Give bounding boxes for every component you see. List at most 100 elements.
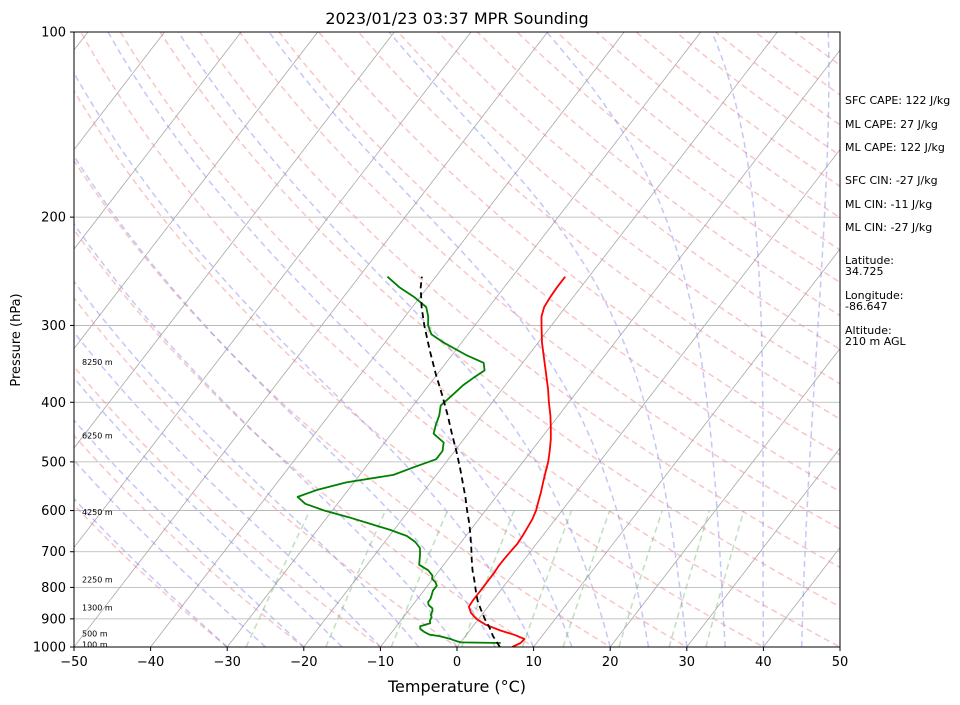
x-axis: −50 −40 −30 −20 −10 0 10 20 30 40 50	[60, 647, 848, 670]
isotherm-line	[74, 32, 319, 350]
moist-adiabat	[74, 459, 266, 647]
x-tick-label: 20	[602, 655, 619, 670]
plot-frame	[73, 31, 841, 648]
series-layer	[296, 276, 566, 647]
pressure-grid	[74, 31, 840, 648]
ml-cape-text-1: ML CAPE: 27 J/kg	[845, 118, 938, 131]
chart-title: 2023/01/23 03:37 MPR Sounding	[325, 9, 588, 28]
moist-adiabat	[268, 32, 650, 647]
dry-adiabat	[199, 32, 840, 569]
isotherm-line	[74, 32, 548, 647]
isotherm-line	[74, 32, 165, 151]
latitude-label: Latitude:	[845, 254, 894, 267]
y-tick-label: 900	[41, 612, 66, 627]
moist-adiabat	[711, 32, 765, 647]
stats-panel: SFC CAPE: 122 J/kg ML CAPE: 27 J/kg ML C…	[845, 94, 950, 348]
dry-adiabat	[357, 32, 840, 420]
moist-adiabat	[74, 419, 305, 647]
x-tick-label: 0	[453, 655, 461, 670]
y-tick-label: 500	[41, 455, 66, 470]
moist-adiabat	[177, 32, 611, 647]
dry-adiabat	[159, 32, 840, 608]
dry-adiabat	[238, 32, 840, 530]
y-axis-label: Pressure (hPa)	[9, 293, 24, 386]
moist-adiabat	[74, 154, 496, 647]
isotherm-line	[456, 148, 840, 647]
height-label: 6250 m	[82, 432, 113, 441]
latitude-value: 34.725	[845, 265, 884, 278]
moist-adiabat	[74, 331, 381, 647]
isotherm-line	[609, 347, 840, 647]
isotherm-line	[533, 248, 840, 647]
dry-adiabat	[80, 32, 765, 647]
y-tick-label: 300	[41, 319, 66, 334]
moist-adiabat	[388, 32, 688, 647]
background-lines	[74, 32, 840, 647]
y-tick-label: 200	[41, 211, 66, 226]
dry-adiabat	[397, 32, 840, 385]
moist-adiabat	[74, 71, 535, 647]
x-tick-label: −20	[290, 655, 317, 670]
height-labels: 100 m 500 m 1300 m 2250 m 4250 m 6250 m 8250 m	[82, 358, 113, 650]
y-tick-label: 100	[41, 26, 66, 41]
altitude-label: Altitude:	[845, 324, 892, 337]
y-tick-label: 800	[41, 581, 66, 596]
dry-adiabat	[74, 89, 689, 647]
x-tick-label: 10	[525, 655, 542, 670]
moist-adiabat	[800, 32, 830, 647]
dry-adiabat	[74, 365, 382, 647]
sfc-cape-text: SFC CAPE: 122 J/kg	[845, 94, 950, 107]
y-tick-label: 1000	[33, 641, 66, 656]
isotherm-line	[150, 32, 625, 647]
x-axis-label: Temperature (°C)	[387, 677, 526, 696]
height-label: 1300 m	[82, 603, 113, 612]
x-tick-label: −40	[137, 655, 164, 670]
isotherm-line	[686, 447, 840, 647]
isotherm-line	[74, 32, 472, 549]
ml-cin-text-2: ML CIN: -27 J/kg	[845, 221, 932, 234]
x-tick-label: −10	[367, 655, 394, 670]
mixing-ratio-line	[705, 510, 745, 647]
height-label: 100 m	[82, 641, 108, 650]
dry-adiabat	[74, 159, 612, 647]
dry-adiabat	[119, 32, 840, 647]
moist-adiabat	[546, 32, 726, 647]
moist-adiabat	[107, 32, 573, 647]
y-tick-label: 600	[41, 504, 66, 519]
mixing-ratio-line	[562, 510, 611, 647]
mixing-ratio-line	[668, 510, 711, 647]
isotherm-line	[226, 32, 702, 647]
dry-adiabat	[278, 32, 840, 493]
isotherm-line	[74, 32, 242, 250]
temperature-line	[468, 276, 566, 647]
height-label: 4250 m	[82, 508, 113, 517]
isotherm-line	[303, 32, 778, 647]
ml-cape-text-2: ML CAPE: 122 J/kg	[845, 141, 945, 154]
longitude-label: Longitude:	[845, 289, 903, 302]
x-tick-label: −50	[60, 655, 87, 670]
isotherm-line	[74, 32, 395, 449]
dry-adiabat	[74, 228, 535, 647]
parcel-line	[419, 276, 501, 647]
sfc-cin-text: SFC CIN: -27 J/kg	[845, 174, 938, 187]
mixing-ratio-line	[618, 510, 664, 647]
moist-adiabat	[74, 376, 343, 647]
x-tick-label: 50	[832, 655, 849, 670]
y-axis: 1000 900 800 700 600 500 400 300 200 100	[33, 26, 74, 656]
moist-adiabat	[74, 497, 228, 647]
height-label: 2250 m	[82, 576, 113, 585]
height-label: 8250 m	[82, 358, 113, 367]
x-tick-label: −30	[213, 655, 240, 670]
ml-cin-text-1: ML CIN: -11 J/kg	[845, 198, 932, 211]
dry-adiabat	[74, 296, 459, 647]
dry-adiabat	[437, 32, 840, 351]
altitude-value: 210 m AGL	[845, 335, 907, 348]
y-tick-label: 400	[41, 396, 66, 411]
dewpoint-line	[296, 276, 501, 644]
dry-adiabat	[74, 434, 306, 647]
x-tick-label: 40	[755, 655, 772, 670]
y-tick-label: 700	[41, 545, 66, 560]
x-tick-label: 30	[679, 655, 696, 670]
isotherm-line	[380, 49, 840, 647]
